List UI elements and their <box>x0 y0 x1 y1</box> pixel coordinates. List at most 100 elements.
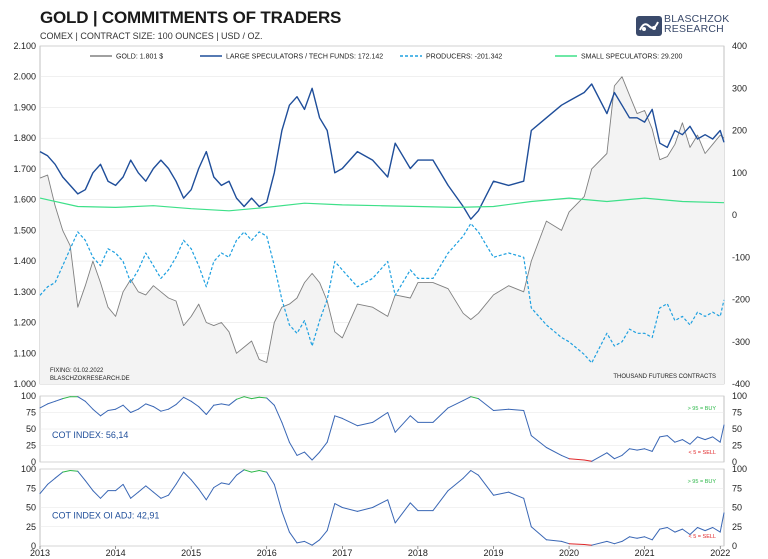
left-tick-label: 75 <box>26 483 36 493</box>
cot-index-oi-adj-segment <box>470 470 479 476</box>
left-tick-label: 100 <box>21 391 36 401</box>
cot-index-oi-adj-segment <box>704 527 714 532</box>
cot-index-oi-adj-segment <box>545 539 562 542</box>
legend-entry: PRODUCERS: -201.342 <box>426 54 502 61</box>
cot-index-oi-adj-segment <box>92 490 101 499</box>
cot-index-segment <box>493 408 510 411</box>
x-tick-label: 2017 <box>332 548 352 558</box>
right-tick-label: 200 <box>732 126 747 136</box>
cot-index-oi-adj-segment <box>190 479 200 490</box>
right-tick-label: 50 <box>732 424 742 434</box>
cot-index-oi-adj-segment <box>697 527 706 532</box>
cot-index-segment <box>296 451 305 456</box>
cot-index-oi-adj-segment <box>651 528 661 541</box>
left-tick-label: 1.100 <box>13 348 36 358</box>
cot-index-oi-adj-segment <box>719 512 725 533</box>
series-small-speculators <box>39 197 725 212</box>
cot-index-oi-adj-segment <box>251 470 260 473</box>
cot-index-oi-adj-segment <box>477 474 494 496</box>
cot-index-oi-adj-segment <box>220 482 230 485</box>
cot-index-oi-adj-segment <box>145 485 154 493</box>
cot-index-segment <box>674 439 683 443</box>
cot-index-segment <box>198 406 207 415</box>
cot-index-segment <box>175 396 185 406</box>
cot-index-oi-adj-segment <box>198 488 207 501</box>
cot-index-segment <box>530 435 547 448</box>
left-tick-label: 100 <box>21 464 36 474</box>
cot-index-segment <box>84 400 94 410</box>
cot-index-segment <box>689 436 698 445</box>
cot-index-segment <box>152 406 162 412</box>
cot-index-segment <box>190 400 200 408</box>
legend-entry: GOLD: 1.801 $ <box>116 54 163 61</box>
x-tick-label: 2013 <box>30 548 50 558</box>
cot-index-oi-adj-segment <box>613 540 623 545</box>
chart-title: GOLD | COMMITMENTS OF TRADERS <box>40 8 342 27</box>
cot-index-label: COT INDEX: 56,14 <box>52 430 128 440</box>
right-tick-label: 100 <box>732 168 747 178</box>
cot-index-segment <box>288 441 298 456</box>
left-tick-label: 75 <box>26 408 36 418</box>
cot-index-segment <box>394 415 411 433</box>
cot-index-oi-adj-segment <box>84 480 94 492</box>
cot-index-segment <box>341 417 358 427</box>
cot-index-oi-adj-segment <box>175 471 185 485</box>
right-tick-label: 0 <box>732 541 737 551</box>
x-tick-label: 2018 <box>408 548 428 558</box>
cot-index-oi-adj-segment <box>326 503 336 532</box>
cot-index-oi-adj-segment <box>243 469 253 473</box>
cot-index-segment <box>311 451 321 461</box>
cot-index-oi-adj-segment <box>621 536 630 542</box>
cot-index-oi-adj-segment <box>606 540 615 545</box>
logo-line1: BLASCHZOK <box>664 13 730 25</box>
x-tick-label: 2020 <box>559 548 579 558</box>
cot-index-segment <box>54 398 64 402</box>
cot-index-segment <box>462 396 472 402</box>
cot-index-oi-adj-segment <box>387 499 396 524</box>
left-tick-label: 50 <box>26 424 36 434</box>
cot-index-oi-adj-segment <box>583 544 593 546</box>
x-tick-label: 2014 <box>106 548 126 558</box>
cot-index-segment <box>447 400 464 409</box>
cot-index-segment <box>122 404 132 413</box>
cot-index-oi-adj-segment <box>462 470 472 479</box>
left-tick-label: 0 <box>31 541 36 551</box>
right-tick-label: -400 <box>732 379 750 389</box>
right-tick-label: 0 <box>732 210 737 220</box>
cot-index-segment <box>160 408 169 412</box>
series-large-speculators <box>39 83 725 220</box>
cot-index-segment <box>613 454 623 460</box>
cot-index-segment <box>697 436 706 441</box>
cot-index-segment <box>681 439 691 445</box>
cot-index-segment <box>651 436 661 452</box>
left-tick-label: 1.600 <box>13 195 36 205</box>
sell-threshold: < 5 = SELL <box>688 534 716 540</box>
cot-index-segment <box>228 398 237 406</box>
cot-index-segment <box>523 410 532 437</box>
cot-index-oi-adj-segment <box>273 483 283 512</box>
cot-index-oi-adj-segment <box>666 527 676 533</box>
left-tick-label: 0 <box>31 457 36 467</box>
cot-index-segment <box>304 451 313 461</box>
cot-index-segment <box>477 398 494 411</box>
cot-index-oi-adj-segment <box>712 527 721 533</box>
cot-index-oi-adj-segment <box>228 474 237 485</box>
buy-threshold: > 95 = BUY <box>688 406 717 412</box>
cot-index-segment <box>92 408 101 417</box>
fixing-note: FIXING: 01.02.2022 <box>50 368 104 374</box>
cot-index-oi-adj-segment <box>591 540 608 546</box>
right-tick-label: -200 <box>732 295 750 305</box>
cot-index-segment <box>266 397 275 406</box>
cot-index-oi-adj-segment <box>568 543 585 545</box>
cot-index-oi-adj-segment <box>296 540 305 544</box>
cot-index-oi-adj-label: COT INDEX OI ADJ: 42,91 <box>52 510 159 520</box>
cot-index-segment <box>258 396 268 399</box>
legend-entry: LARGE SPECULATORS / TECH FUNDS: 172.142 <box>226 54 383 61</box>
cot-index-segment <box>243 396 253 400</box>
cot-index-segment <box>568 458 585 461</box>
cot-index-oi-adj-segment <box>69 470 79 472</box>
right-tick-label: 100 <box>732 391 747 401</box>
cot-index-oi-adj-segment <box>281 510 290 533</box>
cot-index-segment <box>583 459 593 462</box>
cot-index-segment <box>273 404 283 423</box>
